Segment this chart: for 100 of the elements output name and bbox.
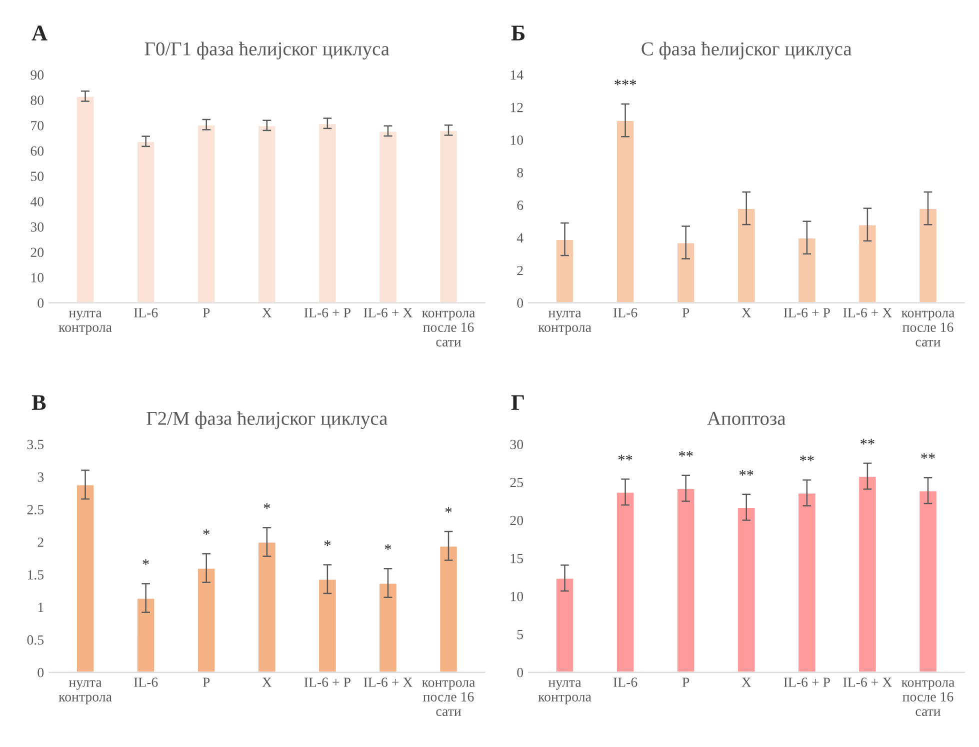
bar [858, 475, 878, 672]
bar [438, 130, 458, 303]
text: Б [511, 26, 525, 40]
x-tick-label: X [262, 308, 272, 318]
y-tick-label: 3 [38, 472, 44, 482]
bar [676, 488, 696, 672]
x-tick-label: IL-6 + X [364, 678, 412, 687]
text: А [32, 26, 48, 40]
bar [136, 140, 156, 303]
y-tick-label: 0 [38, 668, 44, 678]
x-tick-label: IL-6 [134, 678, 158, 687]
x-tick-label: P [682, 308, 690, 318]
bar [616, 120, 636, 303]
y-tick-label: 14 [510, 70, 524, 80]
x-tick-label: контрола после 16 сати [902, 310, 955, 346]
bar [438, 545, 458, 672]
x-tick-label: P [202, 678, 210, 687]
bar [797, 236, 817, 303]
bar [318, 122, 338, 303]
data-label: ** [618, 454, 632, 460]
x-tick-label: контрола после 16 сати [422, 680, 476, 716]
y-tick-label: 15 [510, 554, 524, 564]
y-tick-label: 8 [517, 168, 524, 178]
bar [196, 567, 216, 672]
data-label: * [384, 544, 392, 550]
x-tick-label: IL-6 + X [843, 308, 892, 318]
text: В [32, 395, 46, 410]
bar [378, 130, 398, 303]
bar [318, 578, 338, 672]
bar [736, 208, 756, 303]
y-tick-label: 2 [517, 266, 523, 276]
y-tick-label: 5 [517, 630, 524, 640]
y-tick-label: 40 [30, 197, 44, 206]
x-tick-label: IL-6 + X [843, 678, 892, 687]
y-tick-label: 10 [31, 273, 44, 282]
chart-title: Г2/М фаза ћелијског циклуса [146, 411, 388, 429]
x-tick-label: контрола после 16 сати [422, 310, 476, 346]
x-tick-label: IL-6 [613, 308, 638, 318]
y-tick-label: 4 [516, 233, 524, 242]
y-tick-label: 1 [38, 602, 44, 612]
x-tick-label: X [262, 678, 272, 687]
y-tick-label: 30 [30, 222, 44, 232]
bar [554, 238, 575, 303]
data-label: * [264, 503, 270, 509]
data-label: ** [800, 456, 814, 462]
y-tick-label: 0 [517, 668, 524, 678]
x-tick-label: P [682, 678, 690, 687]
y-tick-label: 30 [510, 440, 524, 450]
x-tick-label: IL-6 [613, 678, 638, 687]
data-label: ** [678, 451, 693, 457]
x-tick-label: нулта контрола [538, 310, 592, 335]
chart-title: Г0/Г1 фаза ћелијског циклуса [144, 42, 390, 60]
x-tick-label: IL-6 + P [304, 308, 350, 318]
x-tick-label: X [742, 678, 752, 687]
data-label: ** [739, 470, 754, 476]
y-tick-label: 10 [510, 135, 524, 145]
bar [616, 491, 636, 672]
y-tick-label: 80 [30, 96, 44, 105]
y-tick-label: 3.5 [27, 440, 44, 450]
data-label: * [445, 507, 452, 513]
bar [76, 484, 96, 672]
bar [736, 506, 756, 672]
y-tick-label: 20 [510, 516, 524, 526]
bar [676, 242, 696, 303]
x-tick-label: контрола после 16 сати [902, 680, 955, 716]
y-tick-label: 0 [38, 298, 44, 308]
data-label: ** [860, 438, 874, 444]
x-tick-label: нулта контрола [538, 680, 592, 704]
y-tick-label: 20 [30, 248, 44, 258]
bar [554, 577, 575, 672]
y-tick-label: 60 [30, 146, 44, 156]
data-label: * [324, 540, 331, 546]
y-tick-label: 2 [38, 538, 44, 547]
y-tick-label: 2.5 [27, 505, 44, 514]
bar [918, 208, 938, 303]
x-tick-label: IL-6 + X [364, 308, 412, 318]
bar [257, 124, 277, 303]
x-tick-label: IL-6 + P [304, 678, 350, 687]
bar [76, 96, 96, 303]
data-label: *** [614, 80, 636, 86]
y-tick-label: 0 [517, 298, 524, 308]
x-tick-label: P [202, 308, 210, 318]
data-label: ** [921, 453, 935, 459]
x-tick-label: IL-6 + P [784, 308, 830, 318]
x-tick-label: IL-6 + P [784, 678, 830, 687]
x-tick-label: нулта контрола [58, 310, 112, 335]
x-tick-label: IL-6 [134, 308, 158, 318]
text: Г [511, 395, 524, 410]
y-tick-label: 25 [510, 478, 524, 488]
data-label: * [142, 559, 149, 565]
y-tick-label: 90 [30, 70, 44, 80]
y-tick-label: 1.5 [28, 570, 44, 580]
bar [136, 597, 156, 672]
x-tick-label: нулта контрола [58, 680, 112, 704]
bar [196, 124, 216, 303]
y-tick-label: 70 [31, 120, 44, 130]
y-tick-label: 0.5 [27, 635, 44, 645]
y-tick-label: 10 [510, 592, 524, 602]
bar [858, 224, 878, 303]
bar [797, 492, 817, 672]
